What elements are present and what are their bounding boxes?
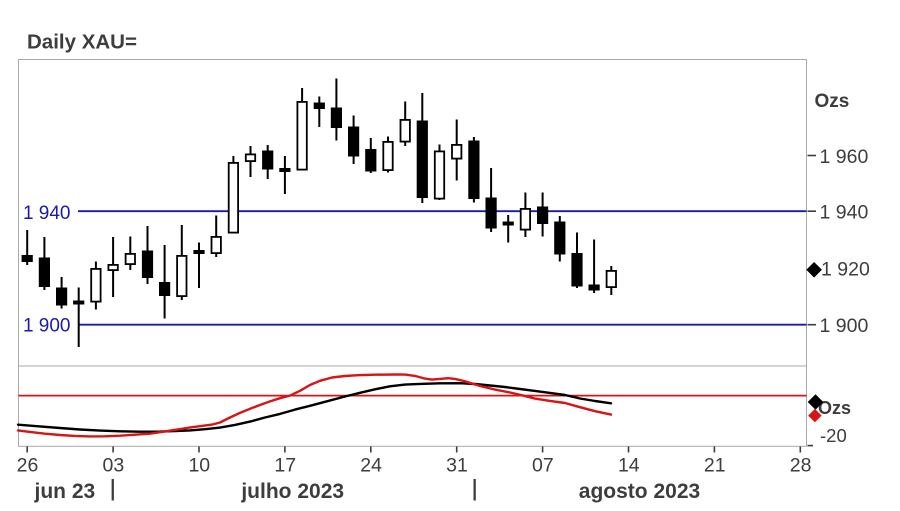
svg-text:Daily XAU=: Daily XAU= xyxy=(27,31,137,54)
svg-text:1 940: 1 940 xyxy=(23,203,71,224)
svg-text:28: 28 xyxy=(790,454,812,476)
svg-text:agosto 2023: agosto 2023 xyxy=(579,480,700,503)
svg-text:1 900: 1 900 xyxy=(820,315,869,337)
svg-text:17: 17 xyxy=(274,454,296,476)
svg-text:Ozs: Ozs xyxy=(815,91,850,112)
svg-text:07: 07 xyxy=(532,454,554,476)
svg-text:1 900: 1 900 xyxy=(23,316,71,337)
svg-text:26: 26 xyxy=(17,454,39,476)
svg-text:jun 23: jun 23 xyxy=(34,480,96,503)
svg-text:24: 24 xyxy=(360,454,382,476)
svg-text:31: 31 xyxy=(446,454,468,476)
svg-text:-20: -20 xyxy=(820,425,847,446)
svg-text:21: 21 xyxy=(704,454,726,476)
svg-text:14: 14 xyxy=(618,454,640,476)
svg-text:10: 10 xyxy=(188,454,210,476)
svg-text:1 920: 1 920 xyxy=(821,258,870,280)
svg-text:03: 03 xyxy=(103,454,125,476)
svg-text:1 960: 1 960 xyxy=(820,146,869,168)
svg-text:1 940: 1 940 xyxy=(820,202,869,224)
svg-text:julho 2023: julho 2023 xyxy=(240,480,344,503)
svg-text:Ozs: Ozs xyxy=(818,398,851,418)
